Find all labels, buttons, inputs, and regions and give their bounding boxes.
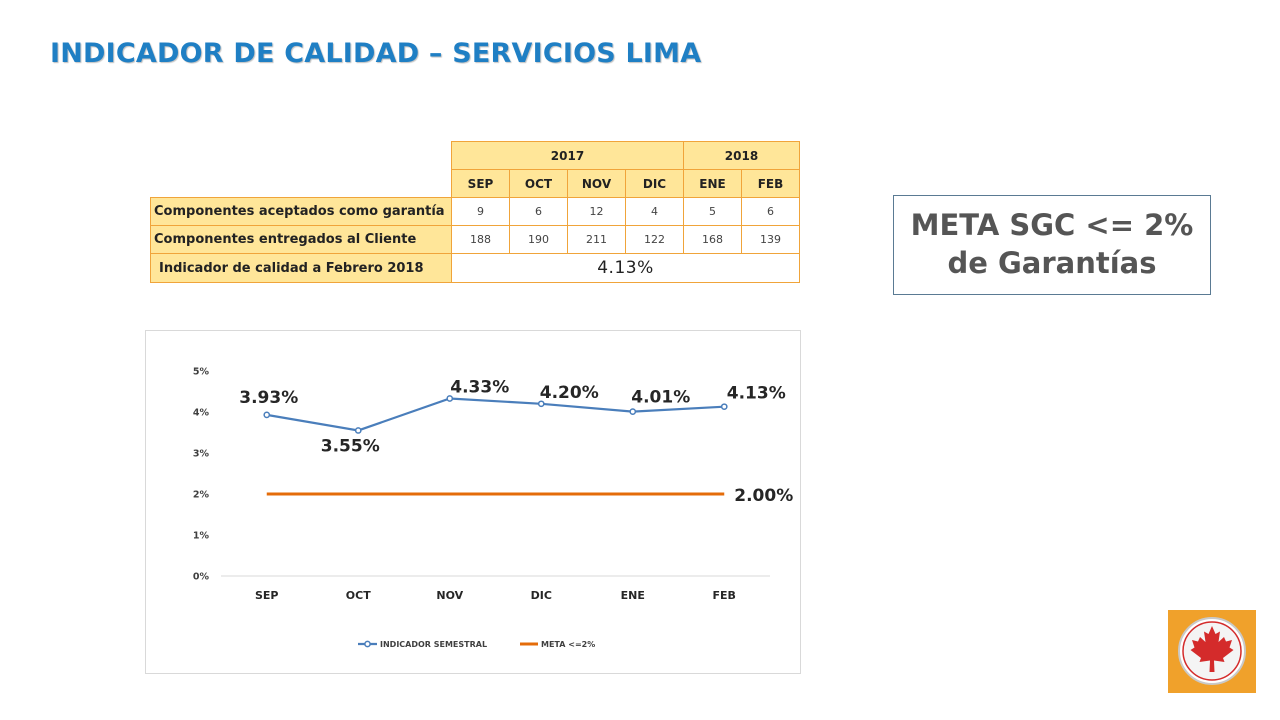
table-cell: 6 bbox=[509, 197, 568, 226]
table-cell: 190 bbox=[509, 225, 568, 254]
legend-marker-indicator bbox=[364, 640, 371, 648]
indicator-point bbox=[537, 400, 545, 408]
table-cell: 139 bbox=[741, 225, 800, 254]
legend-label-indicator: INDICADOR SEMESTRAL bbox=[380, 640, 487, 649]
page-title: INDICADOR DE CALIDAD – SERVICIOS LIMA bbox=[50, 38, 702, 69]
month-header: ENE bbox=[683, 169, 742, 198]
maple-leaf-icon bbox=[1178, 617, 1246, 685]
month-header: DIC bbox=[625, 169, 684, 198]
table-cell: 122 bbox=[625, 225, 684, 254]
table-cell: 6 bbox=[741, 197, 800, 226]
y-tick-label: 4% bbox=[193, 408, 210, 419]
logo bbox=[1168, 610, 1256, 693]
year-header-2017: 2017 bbox=[451, 141, 684, 170]
row-label-accepted: Componentes aceptados como garantía bbox=[150, 197, 452, 226]
month-header: FEB bbox=[741, 169, 800, 198]
month-header: NOV bbox=[567, 169, 626, 198]
x-tick-label: OCT bbox=[346, 589, 371, 602]
quality-table: 2017 2018 SEP OCT NOV DIC ENE FEB Compon… bbox=[150, 141, 800, 283]
y-tick-label: 1% bbox=[193, 531, 210, 542]
row-label-delivered: Componentes entregados al Cliente bbox=[150, 225, 452, 254]
month-header: SEP bbox=[451, 169, 510, 198]
table-cell: 188 bbox=[451, 225, 510, 254]
x-tick-label: DIC bbox=[531, 589, 552, 602]
meta-data-label: 2.00% bbox=[734, 486, 793, 506]
indicator-point bbox=[629, 408, 637, 415]
indicator-point bbox=[263, 411, 271, 419]
month-header: OCT bbox=[509, 169, 568, 198]
x-tick-label: NOV bbox=[436, 589, 463, 602]
indicator-point bbox=[354, 427, 362, 434]
y-tick-label: 2% bbox=[193, 490, 210, 501]
indicator-series-line bbox=[266, 397, 725, 432]
table-row: Componentes entregados al Cliente 188 19… bbox=[150, 225, 800, 254]
x-tick-label: FEB bbox=[713, 589, 736, 602]
indicator-data-label: 4.20% bbox=[540, 383, 599, 403]
y-tick-label: 3% bbox=[193, 449, 210, 460]
year-header-2018: 2018 bbox=[683, 141, 800, 170]
y-tick-label: 5% bbox=[193, 367, 210, 378]
line-chart: 0% 1% 2% 3% 4% 5% SEP OCT NOV DIC ENE FEB 2.00% 3.93%… bbox=[145, 330, 801, 674]
x-tick-label: SEP bbox=[255, 589, 279, 602]
table-cell: 12 bbox=[567, 197, 626, 226]
indicator-value: 4.13% bbox=[451, 253, 800, 283]
table-cell: 9 bbox=[451, 197, 510, 226]
table-corner bbox=[151, 142, 452, 170]
goal-line-1: META SGC <= 2% bbox=[910, 208, 1194, 242]
x-tick-label: ENE bbox=[621, 589, 645, 602]
legend-label-meta: META <=2% bbox=[541, 640, 595, 649]
indicator-data-label: 4.13% bbox=[727, 384, 786, 404]
table-row: Componentes aceptados como garantía 9 6 … bbox=[150, 197, 800, 226]
indicator-point bbox=[720, 403, 728, 411]
goal-box: META SGC <= 2% de Garantías bbox=[893, 195, 1211, 295]
table-row: Indicador de calidad a Febrero 2018 4.13… bbox=[150, 253, 800, 283]
table-cell: 5 bbox=[683, 197, 742, 226]
y-tick-label: 0% bbox=[193, 572, 210, 583]
row-label-indicator: Indicador de calidad a Febrero 2018 bbox=[150, 253, 452, 283]
goal-line-2: de Garantías bbox=[947, 246, 1157, 280]
indicator-data-label: 4.01% bbox=[631, 388, 690, 408]
table-cell: 168 bbox=[683, 225, 742, 254]
chart-svg: 0% 1% 2% 3% 4% 5% SEP OCT NOV DIC ENE FEB 2.00% 3.93%… bbox=[193, 367, 793, 650]
indicator-point bbox=[446, 395, 454, 402]
table-cell: 4 bbox=[625, 197, 684, 226]
indicator-data-label: 3.55% bbox=[321, 436, 380, 456]
indicator-data-label: 3.93% bbox=[239, 388, 298, 408]
indicator-data-label: 4.33% bbox=[450, 377, 509, 397]
table-cell: 211 bbox=[567, 225, 626, 254]
table-corner bbox=[151, 170, 452, 198]
